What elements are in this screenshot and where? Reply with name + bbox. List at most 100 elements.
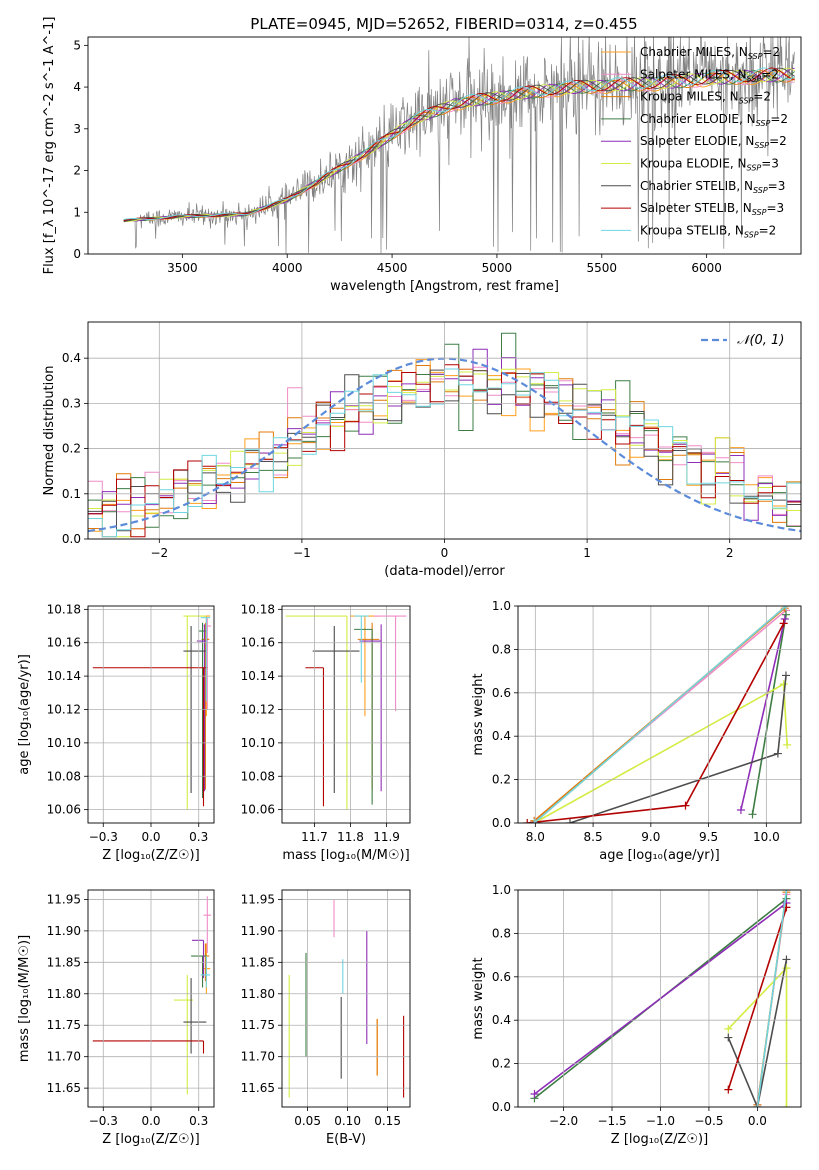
errorbar-point [92,1040,205,1054]
errorbar-point [350,615,380,717]
y-tick-label: 0.8 [492,642,511,656]
y-axis-label: Flux [f_λ 10^-17 erg cm^-2 s^-1 A^-1] [42,17,57,275]
mass_weight_vs_age-panel: 8.0 8.5 9.0 9.5 10.0 0.0 0.2 0.4 0.6 0.8 1.0 age [l… [471,599,802,863]
mass_vs_EBV-panel: 0.05 0.10 0.15 11.65 11.70 11.75 11.80 11.85 11.… [241,889,411,1147]
x-tick-label: −1 [293,546,311,560]
y-tick-label: 10.16 [47,636,81,650]
x-axis-label: Z [log₁₀(Z/Z☉)] [102,1132,199,1147]
legend-entry: Chabrier STELIB, NSSP=3 [640,179,785,195]
mass-weight-series-line [569,675,787,823]
y-tick-label: 1 [73,205,81,219]
x-tick-label: −1.0 [646,1114,675,1128]
y-axis-label: age [log₁₀(age/yr)] [17,654,32,775]
y-tick-label: 10.06 [47,803,81,817]
mass_vs_Z-plot-area [92,896,212,1095]
legend-entry: Chabrier ELODIE, NSSP=2 [640,112,788,128]
y-tick-label: 0.3 [62,396,81,410]
model-spectrum-line [123,70,795,221]
x-tick-label: −0.3 [89,830,118,844]
y-tick-label: 10.10 [47,736,81,750]
series-point-marker [782,964,791,973]
age_vs_Z-panel: −0.3 0.0 0.3 10.06 10.08 10.10 10.12 10.14 10.16… [17,602,215,863]
x-tick-label: 11.8 [337,830,364,844]
x-tick-label: 10.0 [753,830,780,844]
x-tick-label: 11.7 [301,830,328,844]
x-tick-label: −1.5 [597,1114,626,1128]
series-point-marker [782,955,791,964]
x-tick-label: −0.3 [89,1114,118,1128]
y-tick-label: 11.90 [47,924,81,938]
x-tick-label: 0.0 [141,830,160,844]
x-tick-label: 8.0 [526,830,545,844]
x-tick-label: −0.5 [694,1114,723,1128]
legend-entry: 𝒩(0, 1) [737,333,784,348]
mass-weight-series-line [740,618,786,811]
series-point-marker [724,1024,733,1033]
y-axis-label: mass [log₁₀(M/M☉)] [17,935,32,1062]
y-tick-label: 11.85 [241,955,275,969]
x-tick-label: 1 [583,546,591,560]
y-tick-label: 11.70 [47,1050,81,1064]
series-point-marker [783,740,792,749]
x-tick-label: 0.05 [294,1114,321,1128]
y-tick-label: 0.2 [492,1057,511,1071]
x-tick-label: 4500 [377,261,408,275]
x-tick-label: 9.5 [699,830,718,844]
legend-entry: Kroupa STELIB, NSSP=2 [640,223,776,239]
y-tick-label: 0.2 [492,773,511,787]
y-tick-label: 0.6 [492,970,511,984]
model-spectrum-line [123,67,795,222]
x-tick-label: 8.5 [584,830,603,844]
x-tick-label: 4000 [272,261,303,275]
series-point-marker [780,606,789,613]
y-tick-label: 10.08 [241,769,275,783]
x-tick-label: 0 [441,546,449,560]
x-tick-label: 5500 [587,261,618,275]
y-tick-label: 0.2 [62,442,81,456]
series-point-marker [780,615,789,624]
legend-entry: Salpeter MILES, NSSP=2 [640,67,779,83]
mass_weight_vs_age-frame [517,605,802,824]
errorbar-point [196,624,207,792]
series-point-marker [724,1085,733,1094]
series-point-marker [779,619,788,628]
x-tick-label: 0.10 [334,1114,361,1128]
y-tick-label: 0.0 [492,816,511,830]
x-axis-label: wavelength [Angstrom, rest frame] [330,279,559,294]
y-tick-label: 11.65 [241,1081,275,1095]
residuals-panel: −2 −1 0 1 2 0.0 0.1 0.2 0.3 0.4 (data-model)/error… [42,321,802,579]
y-tick-label: 11.65 [47,1081,81,1095]
y-axis-label: Normed distribution [42,366,57,496]
legend-entry: Kroupa ELODIE, NSSP=3 [640,157,779,173]
series-point-marker [565,819,574,823]
legend-entry: Chabrier MILES, NSSP=2 [640,45,780,61]
spectrum-panel: 3500 4000 4500 5000 5500 6000 0 1 2 3 4 5 wavelength… [42,17,802,294]
y-tick-label: 0.4 [492,1013,511,1027]
y-tick-label: 11.80 [47,987,81,1001]
x-tick-label: 9.0 [641,830,660,844]
legend-entry: Kroupa MILES, NSSP=2 [640,90,771,106]
y-tick-label: 0 [73,247,81,261]
x-tick-label: 6000 [691,261,722,275]
y-tick-label: 3 [73,122,81,136]
age_vs_mass-frame [281,605,411,824]
y-tick-label: 10.14 [47,669,81,683]
age_vs_mass-plot-area [285,615,407,810]
x-tick-label: −2.0 [549,1114,578,1128]
x-tick-label: 2 [726,546,734,560]
y-tick-label: 0.0 [492,1100,511,1114]
x-tick-label: 0.0 [748,1114,767,1128]
errorbar-point [203,896,212,953]
errorbar-point [373,615,407,712]
errorbar-point [192,939,205,979]
figure-title: PLATE=0945, MJD=52652, FIBERID=0314, z=0… [250,15,637,33]
errorbar-point [198,622,207,798]
y-tick-label: 0.1 [62,487,81,501]
x-tick-label: 0.3 [189,830,208,844]
mass_vs_Z-frame [87,889,215,1108]
y-tick-label: 0.6 [492,686,511,700]
mass-weight-series-line [533,606,787,823]
series-point-marker [773,749,782,758]
x-axis-label: Z [log₁₀(Z/Z☉)] [102,848,199,863]
